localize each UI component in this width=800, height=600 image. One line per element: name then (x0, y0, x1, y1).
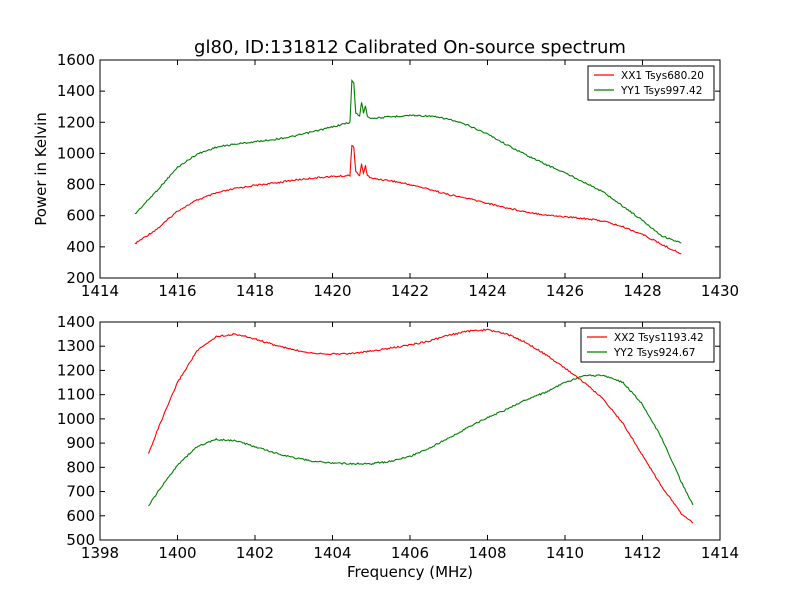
series-line-2 (148, 374, 694, 507)
y-tick-label: 1400 (57, 313, 95, 331)
x-tick-label: 1420 (313, 282, 351, 300)
y-tick-label: 800 (66, 176, 95, 194)
bottom-x-axis-label: Frequency (MHz) (347, 563, 473, 581)
series-line-1 (147, 328, 694, 524)
legend: XX2 Tsys1193.42 YY2 Tsys924.67 (580, 327, 715, 363)
x-tick-label: 1414 (81, 282, 119, 300)
y-tick-label: 1000 (57, 144, 95, 162)
y-tick-label: 600 (66, 207, 95, 225)
y-tick-label: 400 (66, 238, 95, 256)
x-tick-label: 1408 (468, 544, 506, 562)
series-line-1 (134, 144, 682, 255)
bottom-plot: 1398 1400 1402 1404 1406 1408 1410 1412 1414 500 6… (57, 313, 739, 562)
y-tick-label: 1300 (57, 337, 95, 355)
legend-box (587, 65, 715, 101)
y-tick-label: 1100 (57, 386, 95, 404)
x-tick-label: 1428 (623, 282, 661, 300)
y-tick-label: 1000 (57, 410, 95, 428)
x-tick-label: 1422 (391, 282, 429, 300)
x-tick-label: 1416 (158, 282, 196, 300)
y-tick-label: 1200 (57, 113, 95, 131)
x-tick-label: 1412 (623, 544, 661, 562)
y-tick-label: 1200 (57, 361, 95, 379)
legend-box (580, 327, 715, 363)
y-tick-label: 200 (66, 269, 95, 287)
legend: XX1 Tsys680.20 YY1 Tsys997.42 (587, 65, 715, 101)
x-tick-label: 1430 (701, 282, 739, 300)
chart-title: gl80, ID:131812 Calibrated On-source spe… (194, 37, 626, 58)
y-tick-label: 500 (66, 531, 95, 549)
x-tick-label: 1410 (546, 544, 584, 562)
y-tick-label: 1400 (57, 82, 95, 100)
legend-label: XX1 Tsys680.20 (621, 70, 704, 82)
x-tick-label: 1424 (468, 282, 506, 300)
legend-label: YY2 Tsys924.67 (613, 347, 695, 359)
x-tick-label: 1398 (81, 544, 119, 562)
y-tick-label: 800 (66, 458, 95, 476)
top-plot: 1414 1416 1418 1420 1422 1424 1426 1428 1430 200 4… (57, 51, 739, 300)
x-tick-label: 1426 (546, 282, 584, 300)
x-tick-label: 1404 (313, 544, 351, 562)
y-tick-label: 1600 (57, 51, 95, 69)
y-tick-label: 900 (66, 434, 95, 452)
x-tick-label: 1414 (701, 544, 739, 562)
x-tick-label: 1406 (391, 544, 429, 562)
series-line-2 (134, 79, 682, 244)
y-tick-label: 600 (66, 507, 95, 525)
x-tick-label: 1400 (158, 544, 196, 562)
legend-label: YY1 Tsys997.42 (620, 85, 702, 97)
top-y-axis-label: Power in Kelvin (32, 112, 50, 226)
y-tick-label: 700 (66, 483, 95, 501)
x-tick-label: 1402 (236, 544, 274, 562)
legend-label: XX2 Tsys1193.42 (614, 332, 704, 344)
x-tick-label: 1418 (236, 282, 274, 300)
